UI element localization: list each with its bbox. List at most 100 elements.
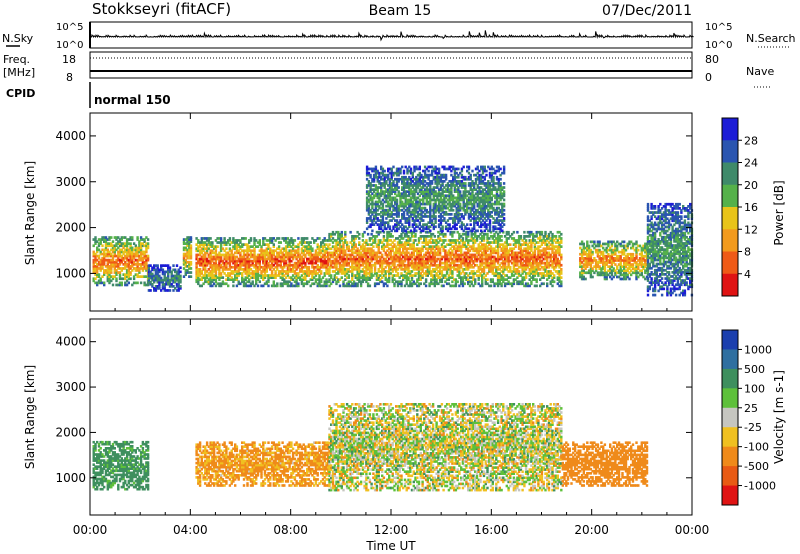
heatmap-cell <box>97 279 101 283</box>
heatmap-cell <box>277 251 281 255</box>
heatmap-cell <box>345 255 349 259</box>
heatmap-cell <box>225 263 228 267</box>
heatmap-cell <box>393 282 396 286</box>
heatmap-cell <box>432 192 435 196</box>
heatmap-cell <box>474 280 477 284</box>
heatmap-cell <box>106 271 109 274</box>
heatmap-cell <box>416 247 419 251</box>
heatmap-cell <box>265 247 268 251</box>
heatmap-cell <box>359 253 363 257</box>
heatmap-cell <box>453 253 456 257</box>
heatmap-cell <box>318 245 321 248</box>
heatmap-cell <box>265 282 268 286</box>
heatmap-cell <box>474 239 477 242</box>
heatmap-cell <box>383 194 386 198</box>
heatmap-cell <box>371 213 374 216</box>
heatmap-cell <box>505 268 508 271</box>
heatmap-cell <box>281 284 284 288</box>
heatmap-cell <box>263 255 267 259</box>
heatmap-cell <box>432 167 435 171</box>
heatmap-cell <box>248 280 251 284</box>
heatmap-cell <box>558 276 561 279</box>
heatmap-cell <box>560 255 563 259</box>
heatmap-cell <box>401 180 404 183</box>
heatmap-cell <box>366 257 370 261</box>
heatmap-cell <box>358 261 361 265</box>
heatmap-cell <box>383 200 386 204</box>
heatmap-cell <box>167 280 170 284</box>
heatmap-cell <box>423 239 426 242</box>
heatmap-cell <box>218 257 221 261</box>
heatmap-cell <box>265 280 268 284</box>
heatmap-cell <box>386 239 389 242</box>
heatmap-cell <box>211 284 214 288</box>
heatmap-cell <box>359 270 363 273</box>
heatmap-cell <box>422 182 425 185</box>
heatmap-cell <box>390 200 393 204</box>
heatmap-cell <box>207 268 210 271</box>
heatmap-cell <box>528 253 531 257</box>
heatmap-cell <box>402 190 406 193</box>
heatmap-cell <box>265 268 268 271</box>
heatmap-cell <box>454 239 458 242</box>
heatmap-cell <box>365 192 369 196</box>
heatmap-cell <box>458 237 461 240</box>
heatmap-cell <box>369 219 372 222</box>
heatmap-cell <box>214 249 218 253</box>
heatmap-cell <box>500 270 503 273</box>
heatmap-cell <box>414 247 417 251</box>
heatmap-cell <box>430 241 433 244</box>
heatmap-cell <box>325 284 328 288</box>
heatmap-cell <box>378 196 381 200</box>
heatmap-cell <box>432 206 435 210</box>
heatmap-cell <box>526 259 530 263</box>
heatmap-cell <box>99 242 102 245</box>
heatmap-cell <box>333 263 336 267</box>
heatmap-cell <box>507 270 510 273</box>
heatmap-cell <box>475 274 479 277</box>
heatmap-cell <box>419 230 422 234</box>
heatmap-cell <box>198 243 202 246</box>
heatmap-cell <box>467 249 470 253</box>
heatmap-cell <box>401 204 404 208</box>
heatmap-cell <box>356 253 359 257</box>
heatmap-cell <box>141 269 145 272</box>
heatmap-cell <box>96 271 99 274</box>
heatmap-cell <box>216 255 219 259</box>
heatmap-cell <box>115 273 118 276</box>
heatmap-cell <box>153 274 156 278</box>
heatmap-cell <box>486 265 489 269</box>
heatmap-cell <box>330 253 333 257</box>
heatmap-cell <box>153 264 156 267</box>
heatmap-cell <box>122 244 125 248</box>
heatmap-cell <box>127 265 130 268</box>
heatmap-cell <box>279 265 282 269</box>
heatmap-cell <box>367 210 371 214</box>
heatmap-cell <box>523 230 526 234</box>
heatmap-cell <box>461 268 465 271</box>
heatmap-cell <box>267 245 270 248</box>
heatmap-cell <box>542 265 545 269</box>
heatmap-cell <box>454 278 458 281</box>
heatmap-cell <box>380 225 383 229</box>
heatmap-cell <box>188 263 191 266</box>
heatmap-cell <box>149 272 152 276</box>
heatmap-cell <box>281 247 284 251</box>
heatmap-cell <box>267 243 270 246</box>
heatmap-cell <box>470 270 473 273</box>
heatmap-cell <box>556 263 559 267</box>
heatmap-cell <box>337 255 340 259</box>
heatmap-cell <box>521 249 524 253</box>
heatmap-cell <box>103 256 106 260</box>
heatmap-cell <box>451 253 454 257</box>
heatmap-cell <box>432 217 435 220</box>
heatmap-cell <box>330 239 333 242</box>
heatmap-cell <box>510 261 514 265</box>
heatmap-cell <box>382 243 386 246</box>
heatmap-cell <box>372 180 376 183</box>
heatmap-cell <box>390 177 393 181</box>
heatmap-cell <box>456 280 459 284</box>
heatmap-cell <box>425 190 428 193</box>
heatmap-cell <box>127 252 130 256</box>
heatmap-cell <box>209 278 212 281</box>
